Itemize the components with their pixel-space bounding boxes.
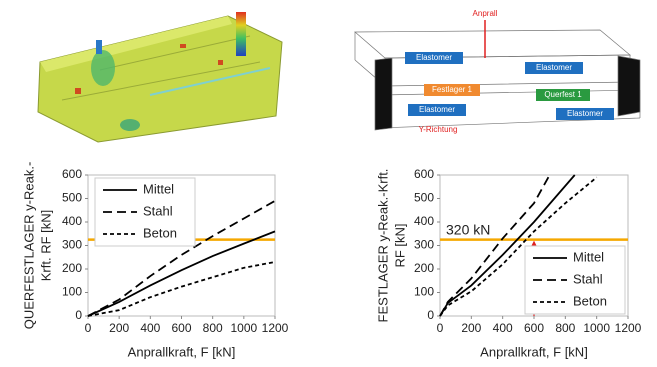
y-tick-label: 100: [62, 285, 82, 299]
x-tick-label: 400: [140, 321, 160, 335]
legend-label: Mittel: [143, 181, 174, 196]
fe-model: [38, 12, 282, 142]
x-tick-label: 400: [493, 321, 513, 335]
x-axis-label: Anprallkraft, F [kN]: [480, 344, 588, 359]
label: Elastomer: [416, 53, 452, 62]
x-tick-label: 1000: [230, 321, 257, 335]
y-tick-label: 0: [427, 308, 434, 322]
label: Elastomer: [536, 63, 572, 72]
y-tick-label: 300: [414, 238, 434, 252]
label: Festlager 1: [432, 85, 473, 94]
x-tick-label: 1000: [583, 321, 610, 335]
x-tick-label: 200: [109, 321, 129, 335]
legend-label: Beton: [573, 293, 607, 308]
x-tick-label: 1200: [615, 321, 642, 335]
label: Anprall: [473, 9, 498, 18]
y-tick-label: 300: [62, 238, 82, 252]
annotation: 320 kN: [446, 221, 490, 237]
legend-label: Stahl: [573, 271, 603, 286]
y-axis-label: QUERFESTLAGER y-Reak.-: [21, 162, 36, 330]
x-tick-label: 800: [555, 321, 575, 335]
y-tick-label: 100: [414, 285, 434, 299]
label: Y-Richtung: [419, 125, 458, 134]
legend-label: Beton: [143, 225, 177, 240]
x-tick-label: 1200: [262, 321, 289, 335]
legend-label: Mittel: [573, 249, 604, 264]
y-tick-label: 400: [62, 214, 82, 228]
x-tick-label: 600: [524, 321, 544, 335]
label: Elastomer: [567, 109, 603, 118]
y-tick-label: 500: [414, 191, 434, 205]
x-tick-label: 800: [203, 321, 223, 335]
y-tick-label: 200: [414, 261, 434, 275]
label: Querfest 1: [544, 90, 582, 99]
y-tick-label: 600: [414, 167, 434, 181]
figure: Anprall Elastomer Elastomer Festlager 1 …: [0, 0, 657, 367]
x-axis-label: Anprallkraft, F [kN]: [128, 344, 236, 359]
y-tick-label: 600: [62, 167, 82, 181]
y-axis-label: Krft. RF [kN]: [38, 210, 53, 282]
y-tick-label: 400: [414, 214, 434, 228]
x-tick-label: 200: [461, 321, 481, 335]
y-tick-label: 500: [62, 191, 82, 205]
y-axis-label: RF [kN]: [392, 223, 407, 267]
legend-label: Stahl: [143, 203, 173, 218]
y-tick-label: 0: [75, 308, 82, 322]
y-axis-label: FESTLAGER y-Reak.-Krft.: [375, 169, 390, 323]
x-tick-label: 600: [171, 321, 191, 335]
label: Elastomer: [419, 105, 455, 114]
y-tick-label: 200: [62, 261, 82, 275]
x-tick-label: 0: [437, 321, 444, 335]
x-tick-label: 0: [85, 321, 92, 335]
